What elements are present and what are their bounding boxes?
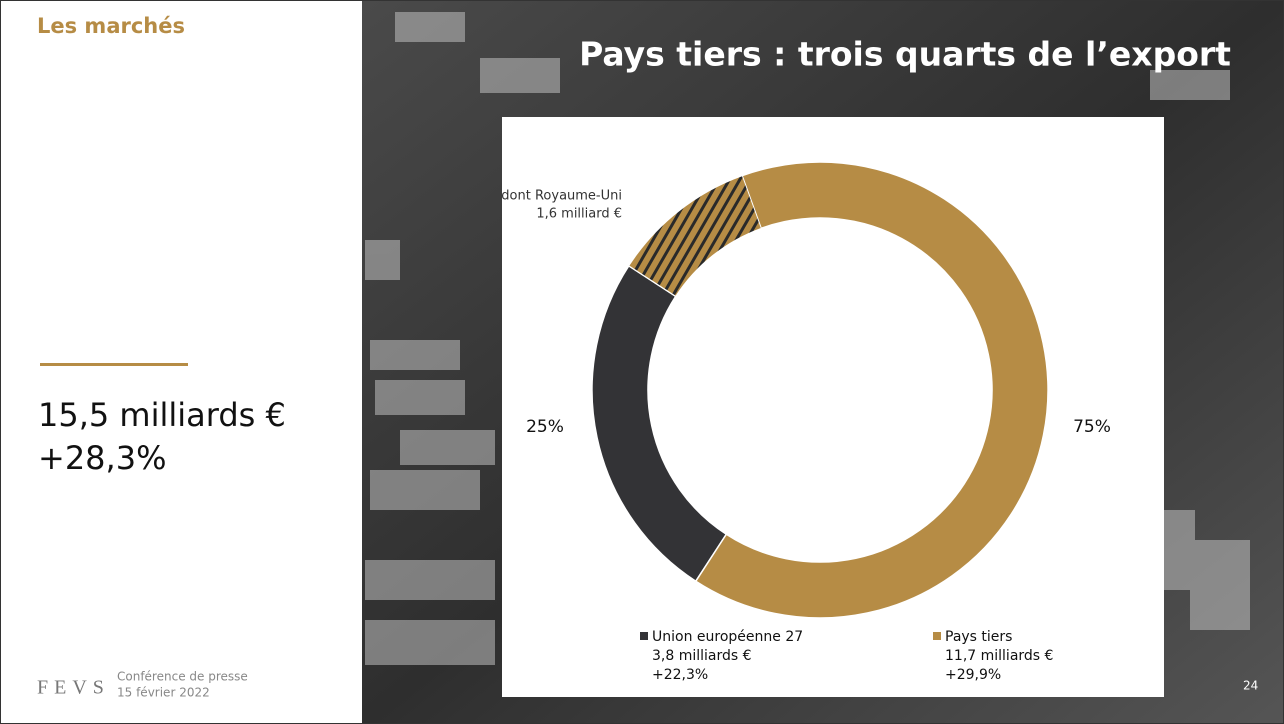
legend-swatch	[640, 632, 648, 640]
legend-label: Union européenne 27	[652, 629, 803, 645]
sub-slice-label: dont Royaume-Uni	[501, 189, 622, 204]
chart-title: Pays tiers : trois quarts de l’export	[579, 35, 1231, 74]
legend-label: Pays tiers	[945, 629, 1012, 645]
section-title: Les marchés	[37, 14, 185, 38]
legend-detail: +22,3%	[652, 667, 708, 683]
footer-date: 15 février 2022	[117, 686, 210, 700]
left-panel	[0, 0, 362, 724]
sub-slice-label: 1,6 milliard €	[536, 207, 622, 222]
donut-slice	[627, 161, 1049, 619]
footer-event: Conférence de presse	[117, 670, 248, 684]
donut-chart: 25% 75% dont Royaume-Uni 1,6 milliard € Unio…	[501, 161, 1111, 683]
value-label: 25%	[526, 417, 564, 437]
accent-line	[40, 363, 188, 366]
legend-swatch	[933, 632, 941, 640]
value-label: 75%	[1073, 417, 1111, 437]
sub-slice	[628, 175, 763, 298]
page-number: 24	[1243, 679, 1258, 693]
logo: FEVS	[37, 677, 110, 699]
trucks-decoration	[365, 12, 1250, 665]
legend-detail: +29,9%	[945, 667, 1001, 683]
headline-total: 15,5 milliards €	[38, 396, 286, 434]
legend-detail: 3,8 milliards €	[652, 648, 752, 664]
headline-growth: +28,3%	[38, 439, 166, 477]
legend-detail: 11,7 milliards €	[945, 648, 1053, 664]
